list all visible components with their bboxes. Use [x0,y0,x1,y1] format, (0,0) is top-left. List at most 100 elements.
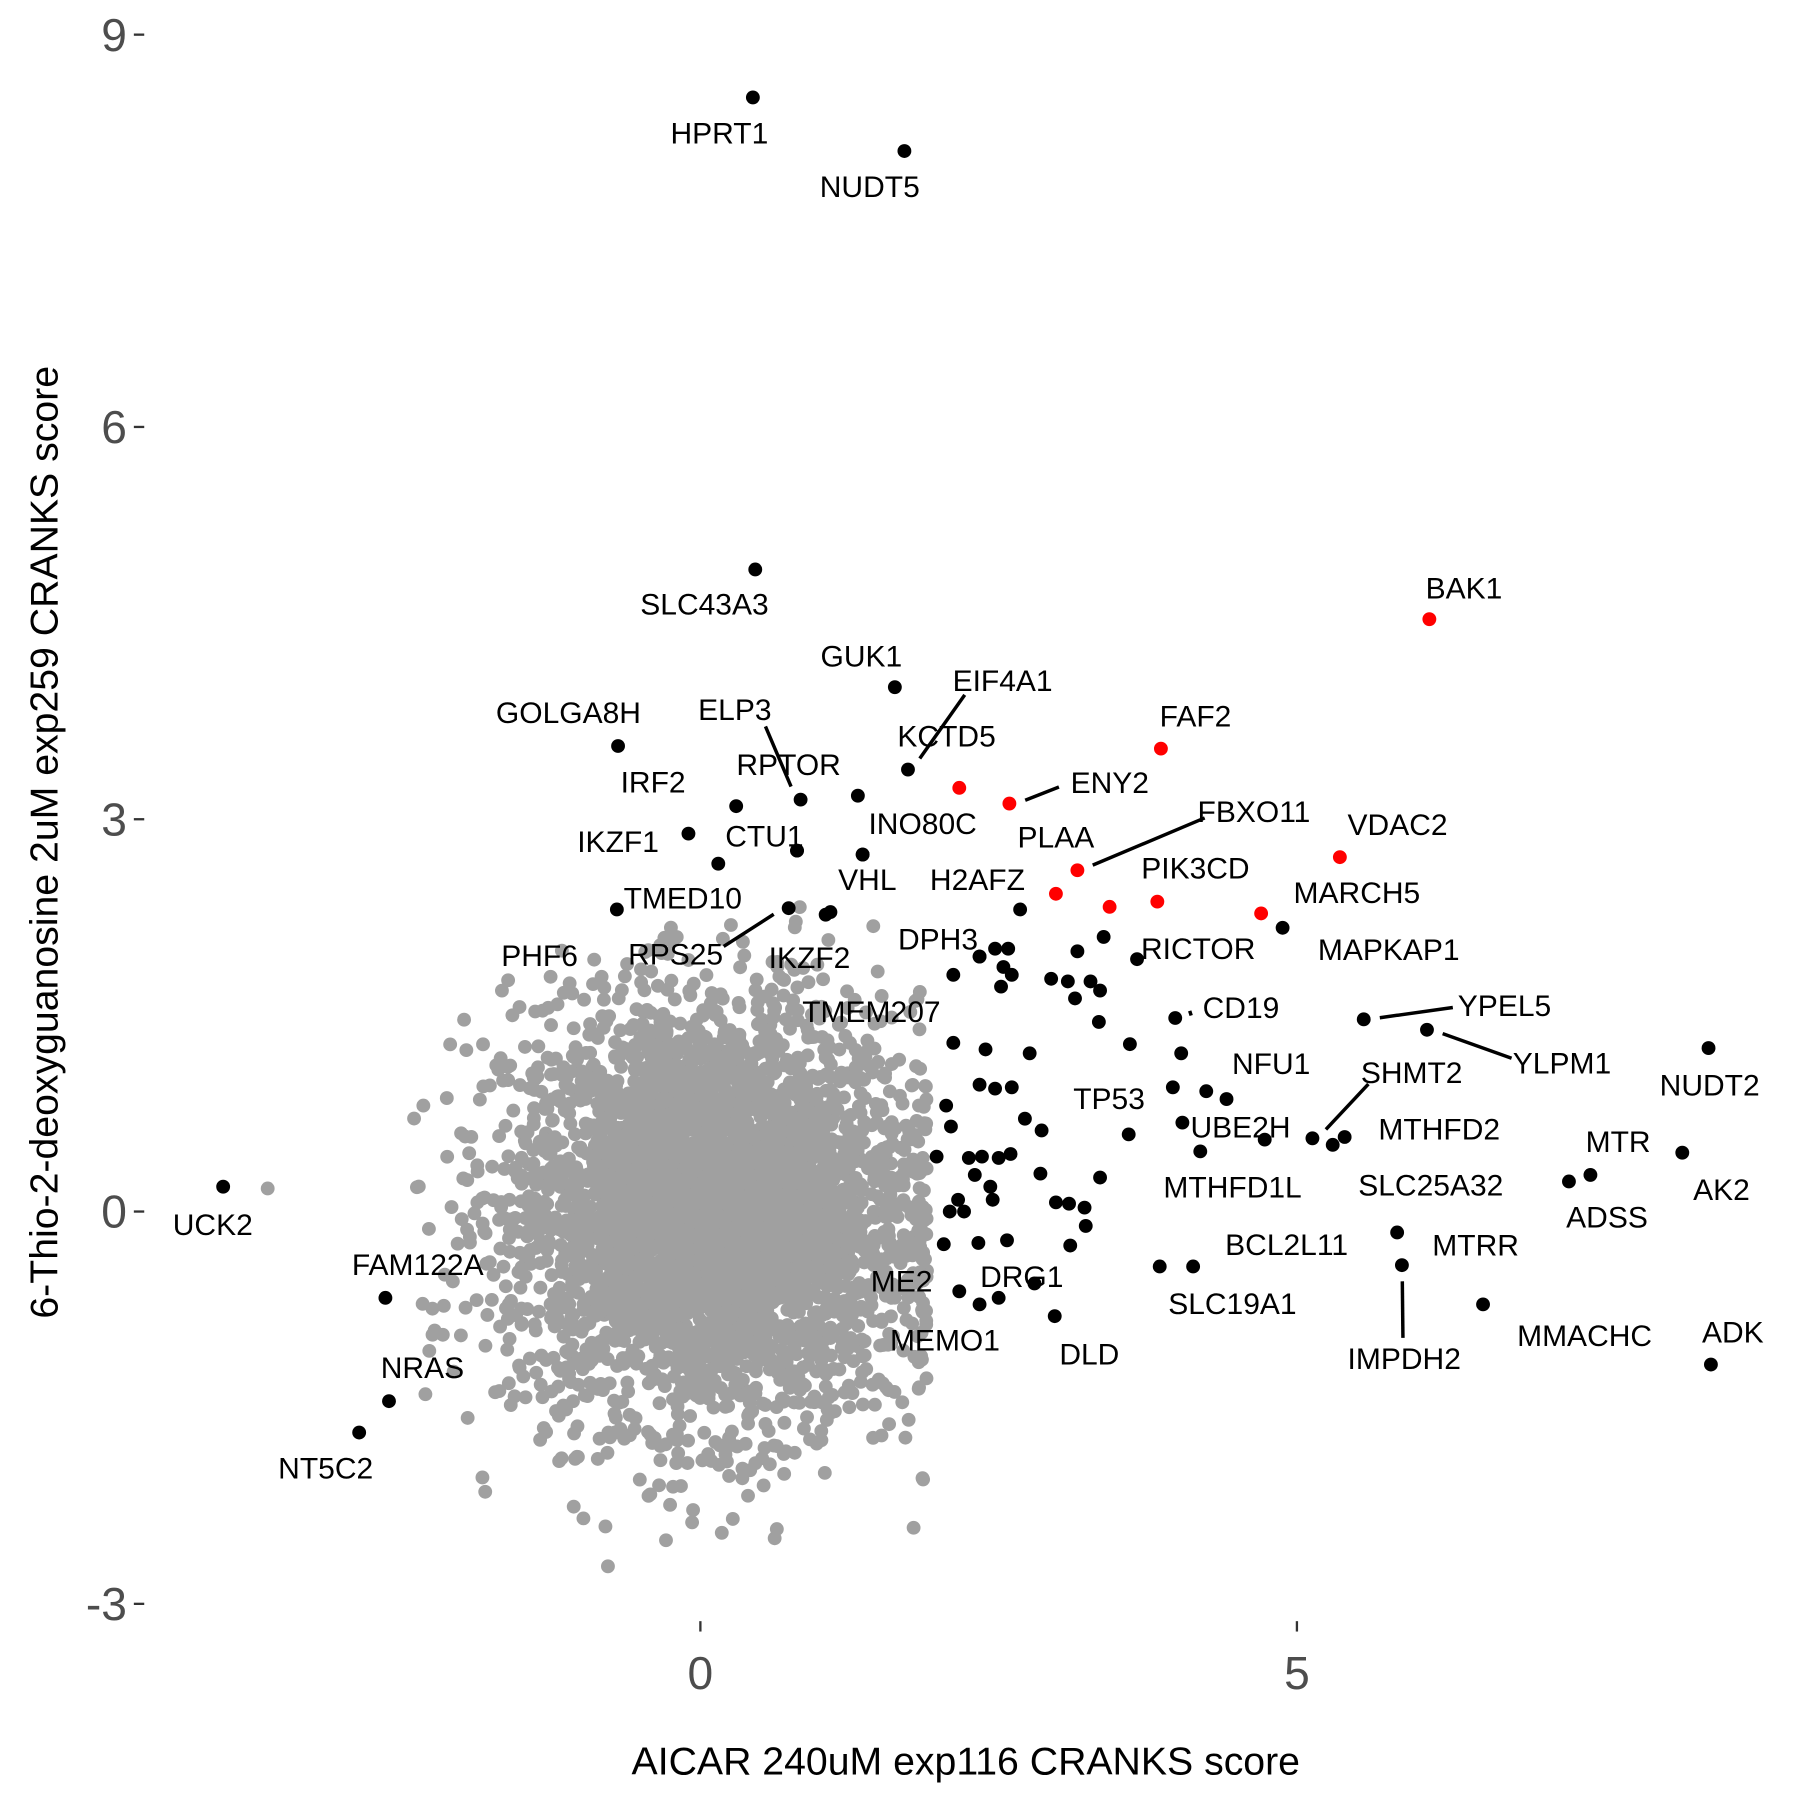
background-point [652,1009,667,1024]
point-label: ELP3 [698,694,771,727]
background-point [750,995,765,1010]
background-point [611,1217,626,1232]
point-label: GOLGA8H [496,697,641,730]
background-point [492,1129,507,1143]
hit-point [939,1098,954,1113]
background-point [551,1360,565,1375]
background-point [620,957,635,971]
point-label: PHF6 [501,940,578,973]
background-point [652,1396,667,1411]
background-point [610,1050,625,1065]
background-point [775,972,790,987]
background-point [809,999,824,1014]
background-point [701,1371,716,1386]
background-point [825,1388,840,1402]
point-label: MARCH5 [1294,877,1421,910]
background-point [421,1221,436,1236]
background-point [817,1465,832,1480]
background-point [874,1280,889,1295]
labeled-point-phf6 [609,902,624,917]
background-point [566,1499,581,1514]
background-point [594,1199,609,1214]
background-point [627,1074,642,1089]
background-point [554,1265,569,1279]
background-point [632,1472,647,1487]
background-point [760,1220,774,1235]
labeled-point-adk [1703,1357,1718,1372]
labeled-point-memo1 [972,1297,987,1312]
background-point [864,1298,879,1313]
labeled-point-fbxo11 [1070,863,1085,878]
background-point [819,1278,834,1293]
point-label: PIK3CD [1141,853,1249,886]
hit-point [1175,1115,1190,1130]
background-point [678,1116,692,1131]
background-point [744,1169,759,1183]
background-point [851,1051,866,1066]
highlight-point [1102,899,1117,914]
background-point [695,1143,710,1158]
background-point [838,1070,853,1085]
background-point [846,1280,861,1295]
background-point [827,1228,841,1243]
background-point [875,1376,890,1391]
hit-point [1077,1200,1092,1215]
background-point [915,1252,930,1267]
background-point [644,1321,659,1336]
point-label: MTHFD2 [1378,1113,1500,1146]
background-point [580,1389,595,1403]
background-point [906,1520,921,1535]
background-point [735,1471,750,1486]
labeled-point-mthfd1l [1193,1144,1208,1159]
background-point [502,1192,517,1207]
background-point [656,1212,671,1227]
background-point [556,1329,571,1344]
background-point [756,1478,771,1493]
background-point [568,1040,583,1055]
background-point [616,1164,631,1179]
background-point [632,1164,647,1179]
point-label: KCTD5 [897,720,995,753]
background-point [884,1290,899,1305]
background-point [715,931,730,946]
background-point [724,1386,739,1401]
hit-point [1093,983,1107,998]
background-point [732,1134,747,1148]
labeled-point-nudt2 [1701,1041,1716,1056]
background-point [628,1287,643,1302]
background-point [816,1343,831,1358]
background-point [665,1124,680,1139]
background-point [854,1195,869,1210]
background-point [796,1292,811,1307]
background-point [839,1316,854,1331]
hit-point [1096,930,1111,944]
background-point [840,984,854,999]
leader-line [763,725,793,788]
background-point [664,1258,678,1272]
background-point [518,1211,533,1225]
background-point [866,1314,881,1328]
background-point [585,1172,600,1187]
background-point [496,1259,511,1274]
background-point [898,1430,913,1445]
leader-line [1188,1010,1193,1017]
background-point [859,1362,874,1377]
background-point [501,973,516,988]
labeled-point-mmachc [1476,1297,1490,1312]
background-point [729,1352,744,1366]
background-point [615,1040,630,1055]
background-point [704,986,719,1000]
background-point [547,1287,562,1302]
background-point [901,1412,916,1427]
background-point [793,1191,807,1205]
point-label: IMPDH2 [1348,1343,1461,1376]
background-point [838,1120,853,1135]
labeled-point-rptor [850,788,865,803]
labeled-point-fam122a [378,1290,393,1305]
background-point [422,1343,437,1358]
hit-point [957,1204,971,1219]
background-point [782,1380,797,1395]
point-label: UCK2 [173,1209,253,1242]
point-label: FBXO11 [1198,796,1311,829]
leader-line [1442,1032,1513,1060]
